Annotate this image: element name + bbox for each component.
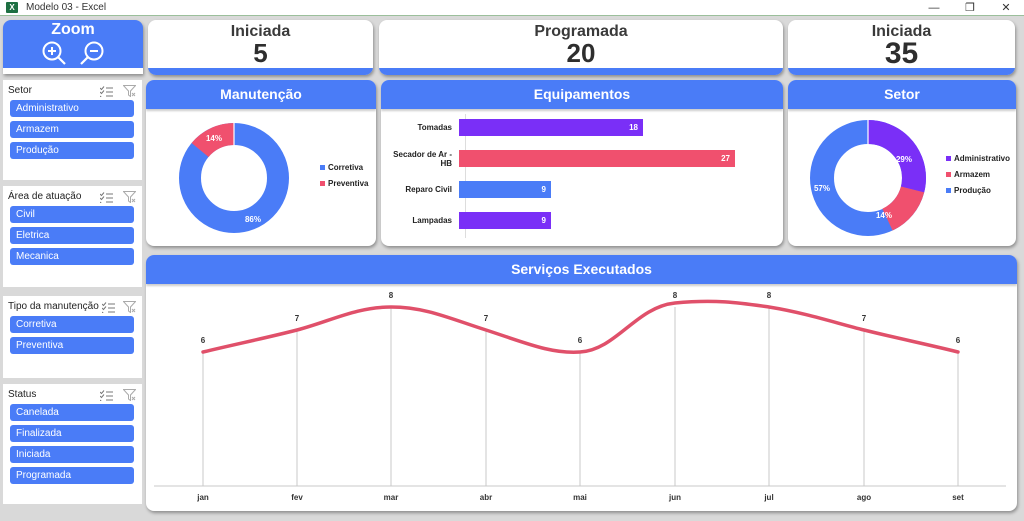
chart-title: Manutenção — [146, 80, 376, 109]
slicer-title: Setor — [8, 84, 32, 96]
servicos-executados-chart: Serviços Executados 6 7 8 7 6 8 8 7 6 ja… — [146, 255, 1017, 511]
slicer-setor: Setor Administrativo Armazem Produção — [3, 80, 142, 180]
slicer-status: Status Canelada Finalizada Iniciada Prog… — [3, 384, 142, 504]
clear-filter-icon[interactable] — [122, 388, 137, 406]
slicer-item-finalizada[interactable]: Finalizada — [10, 425, 134, 442]
clear-filter-icon[interactable] — [122, 84, 137, 102]
chart-title: Serviços Executados — [146, 255, 1017, 284]
slicer-tipo-manutencao: Tipo da manutenção Corretiva Preventiva — [3, 296, 142, 378]
slicer-item-administrativo[interactable]: Administrativo — [10, 100, 134, 117]
multi-select-icon[interactable] — [99, 388, 113, 406]
x-tick-fev: fev — [291, 493, 303, 502]
slicer-title: Tipo da manutenção — [8, 300, 99, 312]
svg-text:14%: 14% — [206, 134, 222, 143]
slicer-item-civil[interactable]: Civil — [10, 206, 134, 223]
x-tick-jan: jan — [197, 493, 209, 502]
minimize-button[interactable]: — — [928, 2, 940, 14]
bar-row-secador: Secador de Ar - HB 27 — [381, 150, 735, 168]
x-tick-mar: mar — [383, 493, 399, 502]
slicer-item-mecanica[interactable]: Mecanica — [10, 248, 134, 265]
slicer-item-corretiva[interactable]: Corretiva — [10, 316, 134, 333]
excel-icon: X — [6, 2, 18, 13]
zoom-panel: Zoom — [3, 20, 143, 74]
x-tick-abr: abr — [479, 493, 493, 502]
kpi-card-programada: Programada 20 — [379, 20, 783, 75]
zoom-label: Zoom — [51, 21, 95, 38]
manutencao-donut: 14% 86% — [179, 123, 289, 233]
kpi-value: 5 — [253, 38, 268, 68]
close-button[interactable]: ✕ — [1001, 2, 1011, 14]
svg-text:14%: 14% — [876, 211, 892, 220]
svg-text:29%: 29% — [896, 155, 912, 164]
clear-filter-icon[interactable] — [122, 190, 137, 208]
bar-row-tomadas: Tomadas 18 — [381, 119, 643, 136]
restore-button[interactable]: ❐ — [965, 2, 975, 14]
svg-text:86%: 86% — [245, 215, 261, 224]
x-tick-set: set — [952, 493, 964, 502]
bar-row-reparo-civil: Reparo Civil 9 — [381, 181, 551, 198]
slicer-title: Status — [8, 388, 37, 400]
window-titlebar: X Modelo 03 - Excel — ❐ ✕ — [0, 0, 1024, 16]
x-tick-jun: jun — [669, 493, 681, 502]
clear-filter-icon[interactable] — [122, 300, 137, 318]
kpi-label: Iniciada — [871, 23, 932, 40]
multi-select-icon[interactable] — [99, 190, 113, 208]
kpi-value: 35 — [884, 37, 919, 70]
servicos-line-plot — [154, 299, 1006, 487]
equipamentos-chart: Equipamentos Tomadas 18 Secador de Ar - … — [381, 80, 783, 246]
svg-text:57%: 57% — [814, 184, 830, 193]
setor-donut: 29% 14% 57% — [810, 120, 926, 236]
slicer-item-armazem[interactable]: Armazem — [10, 121, 134, 138]
x-tick-mai: mai — [573, 493, 587, 502]
chart-title: Setor — [788, 80, 1016, 109]
zoom-out-icon[interactable] — [76, 40, 106, 71]
manutencao-legend: Corretiva Preventiva — [320, 163, 368, 195]
window-title: Modelo 03 - Excel — [26, 2, 107, 13]
slicer-area-atuacao: Área de atuação Civil Eletrica Mecanica — [3, 186, 142, 287]
bar-row-lampadas: Lampadas 9 — [381, 212, 551, 229]
slicer-item-canelada[interactable]: Canelada — [10, 404, 134, 421]
kpi-card-iniciada: Iniciada 5 — [148, 20, 373, 75]
zoom-in-icon[interactable] — [40, 40, 70, 71]
slicer-item-programada[interactable]: Programada — [10, 467, 134, 484]
manutencao-chart: Manutenção 14% 86% Corretiva Preventiva — [146, 80, 376, 246]
setor-chart: Setor 29% 14% 57% Administrativo Armazem… — [788, 80, 1016, 246]
kpi-label: Iniciada — [230, 23, 291, 40]
slicer-item-iniciada[interactable]: Iniciada — [10, 446, 134, 463]
kpi-card-iniciada-total: Iniciada 35 — [788, 20, 1015, 75]
slicer-title: Área de atuação — [8, 190, 82, 202]
multi-select-icon[interactable] — [99, 84, 113, 102]
slicer-item-producao[interactable]: Produção — [10, 142, 134, 159]
setor-legend: Administrativo Armazem Produção — [946, 154, 1010, 202]
slicer-item-preventiva[interactable]: Preventiva — [10, 337, 134, 354]
slicer-item-eletrica[interactable]: Eletrica — [10, 227, 134, 244]
x-tick-jul: jul — [764, 493, 774, 502]
chart-title: Equipamentos — [381, 80, 783, 109]
kpi-value: 20 — [566, 38, 596, 68]
multi-select-icon[interactable] — [101, 300, 115, 318]
x-tick-ago: ago — [856, 493, 872, 502]
kpi-label: Programada — [534, 23, 628, 40]
